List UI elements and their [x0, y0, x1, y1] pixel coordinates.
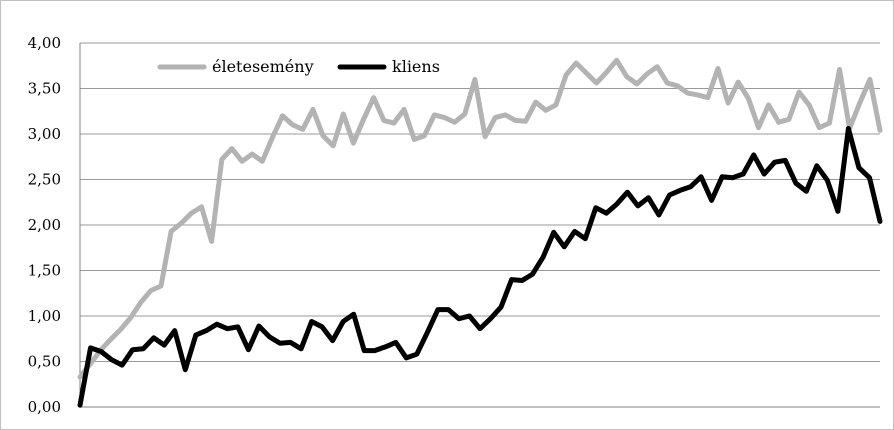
y-tick-label: 2,00 — [28, 216, 61, 234]
y-tick-label: 1,00 — [28, 307, 61, 325]
legend: életesemény kliens — [157, 57, 440, 76]
legend-label: életesemény — [212, 57, 314, 76]
series-lines — [77, 57, 883, 408]
y-tick-label: 4,00 — [28, 34, 61, 52]
y-tick-label: 0,00 — [28, 398, 61, 416]
y-tick-label: 3,00 — [28, 125, 61, 143]
series-line-kliens — [77, 126, 883, 408]
y-tick-label: 0,50 — [28, 353, 61, 371]
series-line-eletesemeny — [77, 57, 883, 380]
y-tick-label: 1,50 — [28, 262, 61, 280]
y-axis-ticks: 0,00 0,50 1,00 1,50 2,00 2,50 3,00 3,50 4,00 — [28, 34, 61, 416]
y-tick-label: 2,50 — [28, 171, 61, 189]
legend-label: kliens — [392, 57, 440, 76]
y-tick-label: 3,50 — [28, 80, 61, 98]
